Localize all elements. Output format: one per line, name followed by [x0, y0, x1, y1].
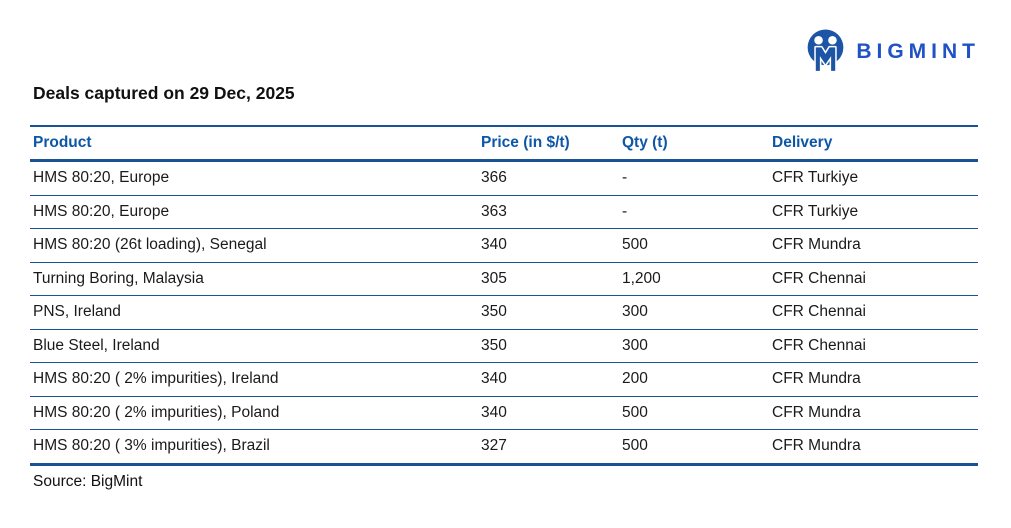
cell-product: Turning Boring, Malaysia: [30, 262, 481, 296]
table-row: HMS 80:20 ( 2% impurities), Poland 340 5…: [30, 396, 978, 430]
cell-product: PNS, Ireland: [30, 295, 481, 330]
cell-qty: 1,200: [622, 262, 772, 296]
table-row: HMS 80:20 ( 3% impurities), Brazil 327 5…: [30, 429, 978, 466]
cell-price: 305: [481, 262, 622, 296]
table-row: HMS 80:20, Europe 363 - CFR Turkiye: [30, 195, 978, 229]
cell-delivery: CFR Chennai: [772, 262, 978, 296]
cell-product: HMS 80:20, Europe: [30, 160, 481, 196]
cell-price: 366: [481, 160, 622, 196]
table-row: HMS 80:20, Europe 366 - CFR Turkiye: [30, 160, 978, 196]
column-header-price: Price (in $/t): [481, 125, 622, 162]
column-header-delivery: Delivery: [772, 125, 978, 162]
cell-delivery: CFR Mundra: [772, 396, 978, 430]
cell-qty: -: [622, 160, 772, 196]
deals-table-header: Product Price (in $/t) Qty (t) Delivery: [30, 125, 978, 162]
cell-product: HMS 80:20, Europe: [30, 195, 481, 229]
cell-price: 340: [481, 396, 622, 430]
bigmint-people-monogram-icon: [805, 28, 846, 75]
cell-delivery: CFR Mundra: [772, 228, 978, 263]
header-row: Product Price (in $/t) Qty (t) Delivery: [30, 125, 978, 162]
cell-price: 340: [481, 228, 622, 263]
cell-delivery: CFR Chennai: [772, 329, 978, 363]
table-row: Blue Steel, Ireland 350 300 CFR Chennai: [30, 329, 978, 363]
cell-product: HMS 80:20 ( 2% impurities), Poland: [30, 396, 481, 430]
cell-qty: 300: [622, 295, 772, 330]
cell-qty: 300: [622, 329, 772, 363]
cell-price: 350: [481, 295, 622, 330]
cell-qty: 200: [622, 362, 772, 397]
table-row: PNS, Ireland 350 300 CFR Chennai: [30, 295, 978, 330]
cell-price: 327: [481, 429, 622, 466]
cell-product: Blue Steel, Ireland: [30, 329, 481, 363]
page-title: Deals captured on 29 Dec, 2025: [33, 83, 295, 103]
brand-wordmark: BIGMINT: [856, 39, 980, 63]
table-row: HMS 80:20 ( 2% impurities), Ireland 340 …: [30, 362, 978, 397]
cell-delivery: CFR Mundra: [772, 362, 978, 397]
cell-qty: 500: [622, 396, 772, 430]
table-row: Turning Boring, Malaysia 305 1,200 CFR C…: [30, 262, 978, 296]
cell-qty: -: [622, 195, 772, 229]
cell-qty: 500: [622, 228, 772, 263]
cell-product: HMS 80:20 ( 2% impurities), Ireland: [30, 362, 481, 397]
deals-table: Product Price (in $/t) Qty (t) Delivery …: [30, 125, 978, 466]
cell-product: HMS 80:20 (26t loading), Senegal: [30, 228, 481, 263]
cell-product: HMS 80:20 ( 3% impurities), Brazil: [30, 429, 481, 466]
cell-delivery: CFR Chennai: [772, 295, 978, 330]
cell-delivery: CFR Mundra: [772, 429, 978, 466]
cell-qty: 500: [622, 429, 772, 466]
cell-delivery: CFR Turkiye: [772, 195, 978, 229]
bigmint-logo: BIGMINT: [805, 28, 980, 75]
deals-table-body: HMS 80:20, Europe 366 - CFR Turkiye HMS …: [30, 160, 978, 466]
column-header-product: Product: [30, 125, 481, 162]
cell-price: 363: [481, 195, 622, 229]
cell-delivery: CFR Turkiye: [772, 160, 978, 196]
cell-price: 350: [481, 329, 622, 363]
source-attribution: Source: BigMint: [33, 473, 143, 490]
table-row: HMS 80:20 (26t loading), Senegal 340 500…: [30, 228, 978, 263]
cell-price: 340: [481, 362, 622, 397]
column-header-qty: Qty (t): [622, 125, 772, 162]
